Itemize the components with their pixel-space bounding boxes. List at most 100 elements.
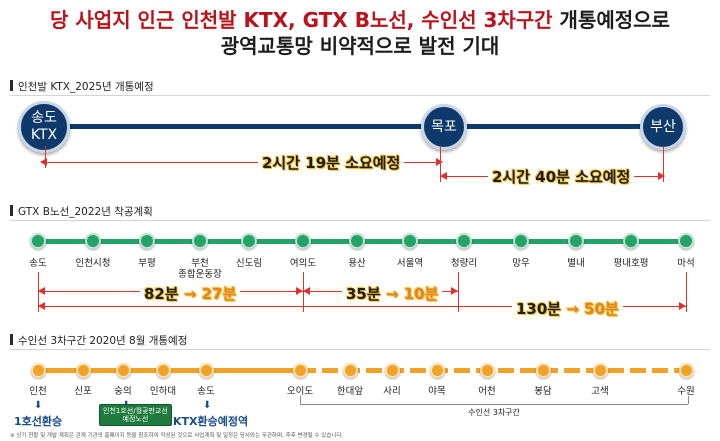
- span-arrow-right: [451, 287, 458, 295]
- span-arrow-right: [658, 172, 665, 180]
- span-arrow-left: [440, 172, 447, 180]
- suin-section-rule: [10, 349, 710, 350]
- suin-segment-label: 수인선 3차구간: [465, 407, 523, 418]
- suin-station-label: 오이도: [286, 386, 314, 397]
- suin-station-label: 사리: [383, 386, 401, 397]
- time-before: 130분: [516, 300, 562, 318]
- suin-station-label: 야목: [428, 386, 446, 397]
- suin-station-label: 고색: [591, 386, 609, 397]
- gtx-station-dot: [678, 233, 694, 249]
- gtx-station-label: 청량리: [450, 258, 478, 269]
- gtx-station-dot: [295, 233, 311, 249]
- suin-station-dot: [479, 363, 495, 378]
- ktx-station-label: 부산: [650, 118, 676, 135]
- gtx-span-divider: [458, 272, 459, 312]
- suin-station-label: 송도: [197, 386, 215, 397]
- gtx-span-3-line: [38, 306, 686, 307]
- time-arrow: →: [566, 300, 579, 318]
- gtx-station-dot: [402, 233, 418, 249]
- suin-station-label: 봉담: [534, 386, 552, 397]
- time-before: 82분: [144, 285, 179, 303]
- ktx-span-divider: [440, 146, 441, 182]
- gtx-section-title: GTX B노선_2022년 착공계획: [10, 204, 153, 219]
- headline-red: 당 사업지 인근 인천발 KTX, GTX B노선, 수인선 3차구간: [50, 8, 553, 32]
- suin-station-dot: [198, 363, 214, 378]
- gtx-station-dot: [30, 233, 46, 249]
- span-arrow-right: [436, 158, 443, 166]
- suin-station-dot: [155, 363, 171, 378]
- suin-station-label: 인하대: [149, 386, 177, 397]
- transfer-line1: 1호선환승: [14, 415, 63, 428]
- gtx-time-3: 130분 → 50분: [512, 298, 623, 319]
- span-arrow-left: [303, 287, 310, 295]
- suin-station-dot: [342, 363, 358, 378]
- headline-line2: 광역교통망 비약적으로 발전 기대: [220, 34, 500, 58]
- gtx-station-label: 부평: [138, 258, 156, 269]
- suin-station-label: 숭의: [114, 386, 132, 397]
- time-after: 27분: [201, 285, 237, 303]
- gtx-station-dot: [349, 233, 365, 249]
- ktx-station-busan: 부산: [640, 104, 686, 150]
- suin-station-dot: [429, 363, 445, 378]
- suin-station-dot: [115, 363, 131, 378]
- span-arrow-left: [40, 158, 47, 166]
- gtx-station-dot: [456, 233, 472, 249]
- gtx-time-2: 35분 → 10분: [342, 283, 443, 304]
- down-arrow-icon: ⬇: [34, 400, 43, 411]
- headline-line1: 당 사업지 인근 인천발 KTX, GTX B노선, 수인선 3차구간 개통예정…: [0, 8, 720, 32]
- ktx-span-1-line: [45, 162, 440, 163]
- time-arrow: →: [385, 285, 399, 303]
- headline-dark: 개통예정으로: [552, 8, 670, 32]
- suin-section-title: 수인선 3차구간 2020년 8월 개통예정: [10, 333, 187, 348]
- gtx-time-1: 82분 → 27분: [140, 283, 241, 304]
- gtx-station-label: 인천시청: [75, 258, 111, 269]
- gtx-station-dot: [513, 233, 529, 249]
- suin-station-label: 신포: [74, 386, 92, 397]
- gtx-station-dot: [192, 233, 208, 249]
- ktx-station-label: 송도 KTX: [30, 110, 58, 143]
- time-arrow: →: [183, 285, 197, 303]
- gtx-station-label: 망우: [512, 258, 530, 269]
- footnote: ※ 상기 현황 및 개발 계획은 관계 기관의 홈페이지 등을 참조하여 작성된…: [10, 433, 344, 439]
- time-after: 50분: [584, 300, 619, 318]
- suin-station-dot: [592, 363, 608, 378]
- transfer-ktx: KTX환승예정역: [173, 415, 249, 428]
- transfer-badge: 인천1호선/월곶판교선 예정노선: [99, 404, 172, 426]
- time-before: 35분: [346, 285, 381, 303]
- gtx-station-label: 신도림: [235, 258, 263, 269]
- span-arrow-left: [38, 287, 45, 295]
- gtx-station-label: 서울역: [396, 258, 424, 269]
- gtx-station-label: 송도: [29, 258, 47, 269]
- span-arrow-right: [296, 287, 303, 295]
- gtx-station-dot: [568, 233, 584, 249]
- ktx-station-label: 목포: [431, 118, 457, 135]
- suin-station-dot: [75, 363, 91, 378]
- down-arrow-icon: ⬇: [203, 400, 212, 411]
- span-arrow-left: [38, 302, 45, 310]
- gtx-station-dot: [623, 233, 639, 249]
- gtx-station-label: 여의도: [289, 258, 317, 269]
- ktx-station-mokpo: 목포: [421, 104, 467, 150]
- suin-brace-start: [300, 396, 301, 404]
- ktx-time-2: 2시간 40분 소요예정: [488, 166, 635, 187]
- span-arrow-right: [679, 302, 686, 310]
- ktx-time-1: 2시간 19분 소요예정: [258, 152, 405, 173]
- ktx-span-end: [663, 146, 664, 182]
- suin-station-dot: [30, 363, 46, 378]
- ktx-section-rule: [10, 95, 710, 96]
- suin-station-label: 인천: [29, 386, 47, 397]
- gtx-station-dot: [85, 233, 101, 249]
- suin-station-label: 수원: [677, 386, 695, 397]
- ktx-section-title: 인천발 KTX_2025년 개통예정: [10, 79, 154, 94]
- gtx-span-end: [686, 272, 687, 312]
- suin-brace-end: [688, 396, 689, 404]
- ktx-span-start: [45, 146, 46, 168]
- gtx-station-dot: [241, 233, 257, 249]
- gtx-station-label: 부천 종합운동장: [178, 258, 222, 280]
- ktx-track: [45, 124, 663, 129]
- suin-station-label: 어천: [478, 386, 496, 397]
- suin-station-dot: [384, 363, 400, 378]
- gtx-station-label: 용산: [348, 258, 366, 269]
- gtx-section-rule: [10, 220, 710, 221]
